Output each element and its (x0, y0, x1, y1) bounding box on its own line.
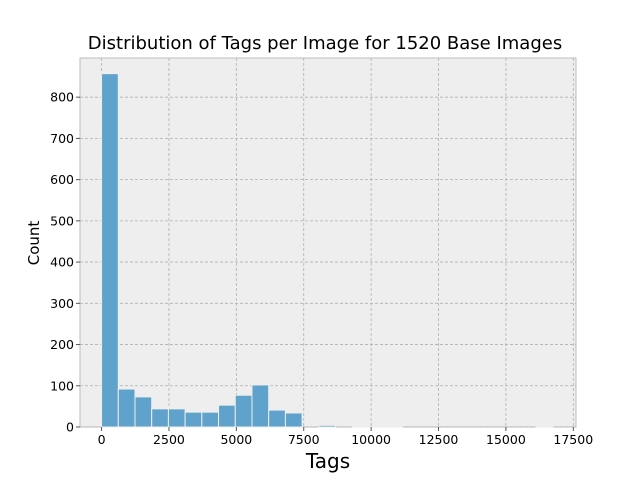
y-axis-label: Count (25, 221, 43, 266)
y-tick-label: 200 (50, 337, 74, 352)
histogram-bar (202, 412, 219, 427)
y-axis-ticks: 0 100 200 300 400 500 600 700 800 (50, 90, 80, 435)
histogram-bar (269, 410, 286, 427)
histogram-bar (118, 389, 135, 427)
histogram-bar (135, 397, 152, 427)
x-tick-label: 10000 (351, 432, 391, 447)
histogram-bar (185, 412, 202, 427)
histogram-bar (319, 425, 336, 427)
x-tick-label: 15000 (486, 432, 526, 447)
histogram-bar (219, 405, 236, 427)
y-tick-label: 500 (50, 213, 74, 228)
x-tick-label: 7500 (288, 432, 320, 447)
histogram-bar (152, 409, 169, 427)
plot-area (80, 58, 576, 427)
histogram-bar (235, 395, 252, 427)
y-tick-label: 0 (66, 420, 74, 435)
x-tick-label: 12500 (419, 432, 459, 447)
y-tick-label: 400 (50, 255, 74, 270)
y-tick-label: 600 (50, 172, 74, 187)
x-axis-ticks: 0 2500 5000 7500 10000 12500 15000 17500 (98, 427, 594, 447)
histogram-bar (168, 409, 185, 427)
histogram-bar (102, 74, 119, 427)
x-tick-label: 17500 (553, 432, 593, 447)
x-tick-label: 5000 (220, 432, 252, 447)
y-tick-label: 700 (50, 131, 74, 146)
histogram-bar (252, 385, 269, 427)
y-tick-label: 100 (50, 378, 74, 393)
histogram-bar (285, 413, 302, 427)
y-tick-label: 300 (50, 296, 74, 311)
x-axis-label: Tags (305, 449, 350, 473)
y-tick-label: 800 (50, 90, 74, 105)
x-tick-label: 2500 (153, 432, 185, 447)
x-tick-label: 0 (98, 432, 106, 447)
chart-title: Distribution of Tags per Image for 1520 … (88, 33, 562, 54)
